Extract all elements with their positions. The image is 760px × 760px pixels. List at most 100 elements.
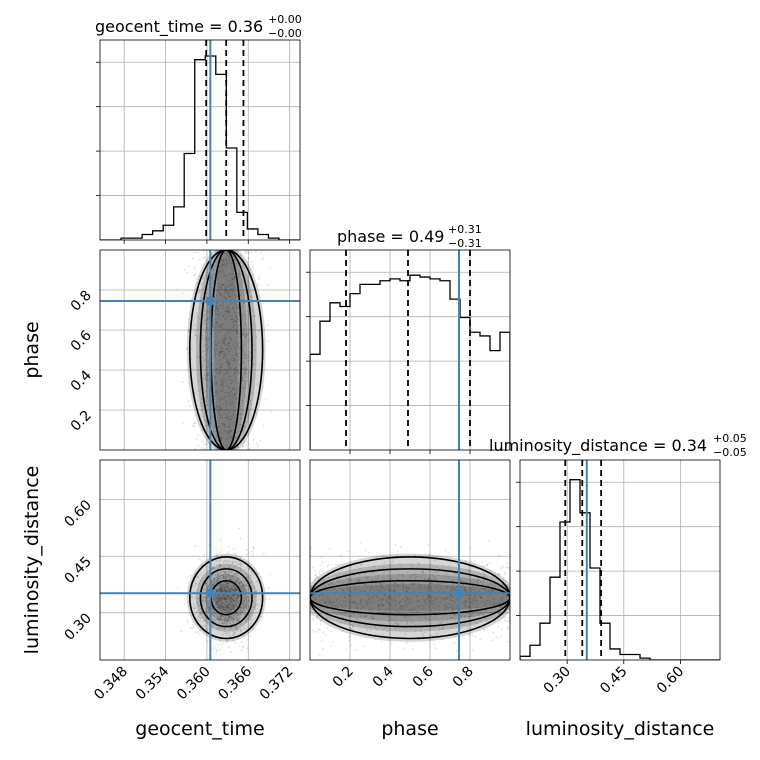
sample-point: [217, 584, 220, 587]
sample-point: [239, 628, 242, 631]
sample-point: [262, 257, 265, 260]
sample-point: [207, 311, 210, 314]
sample-point: [487, 539, 490, 542]
sample-point: [247, 443, 250, 445]
sample-point: [234, 378, 237, 381]
sample-point: [228, 572, 231, 575]
sample-point: [408, 616, 411, 618]
sample-point: [386, 607, 389, 610]
sample-point: [226, 262, 229, 265]
sample-point: [233, 388, 236, 391]
sample-point: [219, 617, 222, 620]
sample-point: [267, 586, 270, 589]
sample-point: [231, 279, 233, 281]
sample-point: [332, 572, 335, 575]
sample-point: [216, 568, 219, 570]
sample-point: [233, 605, 236, 608]
sample-point: [365, 614, 367, 617]
sample-point: [447, 606, 450, 609]
sample-point: [230, 600, 233, 603]
sample-point: [193, 603, 196, 606]
sample-point: [253, 596, 256, 599]
sample-point: [212, 601, 215, 604]
sample-point: [219, 362, 222, 365]
sample-point: [392, 617, 395, 620]
sample-point: [235, 303, 238, 306]
sample-point: [229, 337, 232, 340]
sample-point: [225, 344, 228, 346]
sample-point: [215, 606, 218, 609]
sample-point: [228, 258, 230, 261]
sample-point: [232, 585, 235, 588]
sample-point: [405, 596, 408, 599]
sample-point: [402, 605, 405, 607]
sample-point: [245, 398, 248, 400]
sample-point: [226, 416, 229, 419]
sample-point: [237, 597, 239, 599]
sample-point: [453, 613, 456, 616]
sample-point: [226, 586, 229, 588]
sample-point: [235, 611, 238, 614]
sample-point: [193, 607, 196, 609]
sample-point: [206, 374, 209, 377]
sample-point: [505, 616, 508, 619]
sample-point: [339, 587, 341, 590]
sample-point: [426, 597, 429, 599]
sample-point: [227, 581, 229, 584]
sample-point: [369, 629, 372, 632]
sample-point: [234, 371, 236, 373]
sample-point: [220, 597, 223, 600]
sample-point: [240, 417, 242, 420]
sample-point: [198, 318, 201, 320]
sample-point: [216, 342, 219, 345]
sample-point: [266, 324, 269, 326]
sample-point: [383, 603, 386, 606]
sample-point: [240, 306, 243, 309]
sample-point: [367, 599, 369, 601]
sample-point: [236, 605, 238, 608]
sample-point: [427, 586, 430, 589]
sample-point: [245, 324, 248, 327]
sample-point: [215, 306, 218, 309]
sample-point: [244, 627, 247, 630]
sample-point: [230, 586, 233, 589]
sample-point: [449, 594, 452, 597]
sample-point: [318, 594, 321, 597]
sample-point: [227, 376, 230, 379]
sample-point: [216, 588, 219, 591]
sample-point: [245, 603, 248, 606]
sample-point: [215, 554, 218, 557]
sample-point: [421, 633, 424, 636]
sample-point: [224, 621, 226, 624]
sample-point: [206, 373, 209, 375]
sample-point: [243, 607, 246, 610]
sample-point: [212, 280, 215, 283]
sample-point: [247, 371, 250, 374]
sample-point: [344, 572, 347, 575]
sample-point: [250, 622, 253, 625]
sample-point: [489, 569, 491, 572]
sample-point: [425, 572, 427, 575]
sample-point: [223, 565, 226, 568]
sample-point: [391, 560, 394, 563]
sample-point: [234, 393, 237, 396]
sample-point: [213, 370, 216, 372]
truth-marker: [206, 297, 215, 305]
sample-point: [496, 625, 499, 628]
sample-point: [463, 602, 466, 604]
sample-point: [235, 619, 238, 622]
sample-point: [230, 261, 233, 264]
sample-point: [393, 590, 396, 593]
sample-point: [381, 640, 383, 643]
sample-point: [222, 602, 225, 604]
sample-point: [326, 626, 329, 629]
sample-point: [343, 594, 346, 597]
sample-point: [221, 595, 224, 598]
sample-point: [217, 372, 219, 375]
sample-point: [215, 593, 217, 596]
sample-point: [344, 612, 346, 615]
sample-point: [195, 277, 198, 280]
sample-point: [196, 336, 198, 339]
sample-point: [227, 344, 230, 347]
sample-point: [217, 272, 220, 275]
